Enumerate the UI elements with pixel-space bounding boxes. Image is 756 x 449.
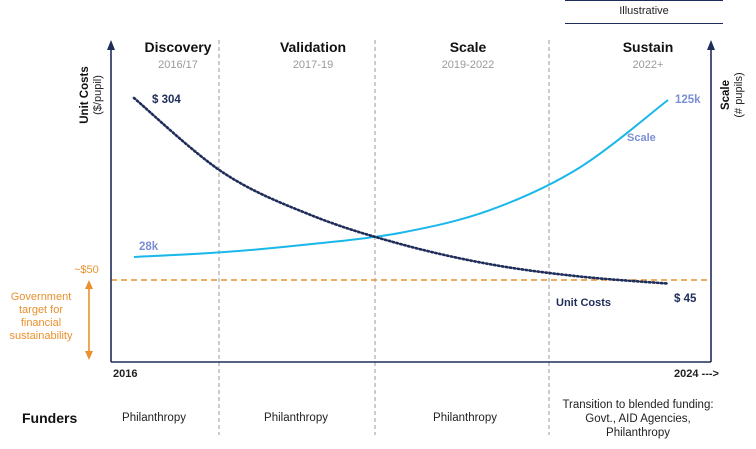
funder-scale: Philanthropy (433, 412, 497, 424)
funder-validation: Philanthropy (264, 412, 328, 424)
phase-period-4: 2022+ (633, 59, 664, 71)
x-start-label: 2016 (113, 368, 137, 380)
phase-dividers (218, 40, 550, 435)
funder-sustain: Transition to blended funding: Govt., AI… (562, 399, 714, 439)
cost-series-name: Unit Costs (556, 297, 611, 309)
right-axis-arrow (707, 40, 715, 50)
phase-labels: Discovery 2016/17 Validation 2017-19 Scale 20… (145, 39, 674, 71)
left-axis-arrow (107, 40, 115, 50)
target-value-label: ~$50 (74, 264, 99, 276)
cost-start-label: $ 304 (152, 94, 181, 106)
target-arrow-up (85, 280, 93, 289)
phase-name-4: Sustain (623, 39, 674, 55)
right-axis-title-2: (# pupils) (733, 72, 745, 117)
phase-period-2: 2017-19 (293, 59, 333, 71)
illustrative-badge: Illustrative (565, 0, 723, 24)
phase-name-1: Discovery (145, 39, 212, 55)
left-axis-title-2: ($/pupil) (92, 75, 104, 115)
x-end-label: 2024 ---> (674, 368, 719, 380)
phase-period-3: 2019-2022 (442, 59, 495, 71)
scale-series-name: Scale (627, 132, 656, 144)
scale-series-line (133, 99, 669, 258)
scale-start-label: 28k (139, 241, 159, 253)
left-axis-title-1: Unit Costs (79, 66, 91, 124)
cost-end-label: $ 45 (674, 293, 697, 305)
right-axis-title-1: Scale (720, 80, 732, 110)
phase-name-3: Scale (450, 39, 487, 55)
government-target-note: Government target for financial sustaina… (9, 291, 73, 342)
phase-period-1: 2016/17 (158, 59, 198, 71)
phase-name-2: Validation (280, 39, 346, 55)
scale-end-label: 125k (675, 94, 701, 106)
target-arrow-down (85, 351, 93, 360)
funder-discovery: Philanthropy (122, 412, 186, 424)
unit-costs-series-line (132, 96, 670, 285)
funders-heading: Funders (22, 410, 78, 426)
